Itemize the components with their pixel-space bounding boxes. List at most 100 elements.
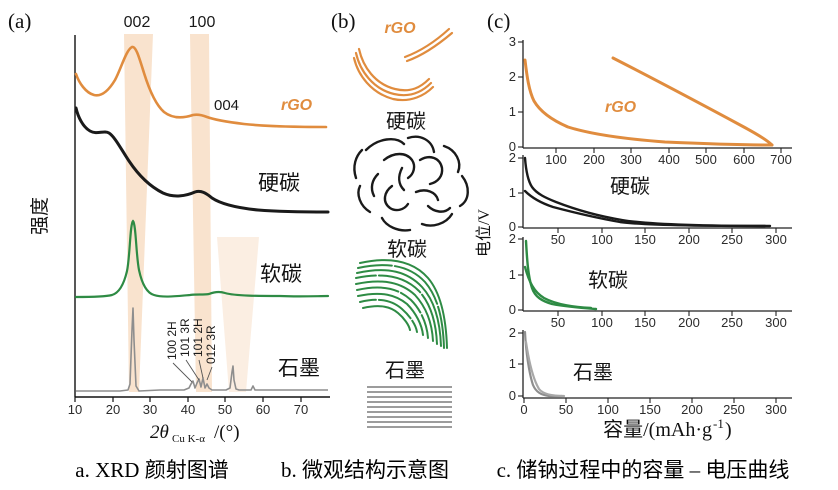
c3-xtick-150: 150	[634, 315, 656, 330]
a-peak-label-002: 002	[124, 14, 151, 31]
a-graphite-peak-101-3R: 101 3R	[178, 318, 192, 357]
c-subplot-soft-carbon: 2 1 0 50 100 150 200 250 300 软碳	[509, 231, 792, 330]
c4-ytick-0: 0	[509, 388, 516, 403]
band-004-graphite	[217, 237, 259, 392]
caption-a: a. XRD 颜射图谱	[75, 458, 229, 482]
c-label-soft-carbon: 软碳	[588, 269, 628, 292]
c2-xtick-200: 200	[678, 232, 700, 247]
c-hard-carbon-curve-2	[523, 189, 767, 228]
c1-ytick-2: 2	[509, 69, 516, 84]
c2-ytick-2: 2	[509, 150, 516, 165]
a-xlabel-subscript: Cu K-α	[172, 433, 205, 445]
c-label-hard-carbon: 硬碳	[610, 175, 650, 198]
c1-xtick-100: 100	[545, 152, 567, 167]
c-graphite-curve-2	[524, 340, 566, 398]
c4-xtick-50: 50	[559, 402, 573, 417]
c-label-rgo: rGO	[605, 99, 637, 116]
c-xlabel-close: )	[725, 419, 732, 441]
band-100	[190, 34, 212, 392]
c-soft-carbon-curve-2	[523, 265, 593, 310]
a-curve-soft-carbon	[74, 219, 330, 299]
a-graphite-peak-012-3R: 012 3R	[204, 325, 218, 364]
caption-c: c. 储钠过程中的容量 – 电压曲线	[496, 458, 790, 482]
panel-b-tag: (b)	[331, 9, 356, 33]
c-xlabel-superscript: -1	[713, 416, 724, 431]
c-subplot-graphite: 2 1 0 0 50 100 150 200 250 300 石墨	[509, 325, 792, 417]
a-x-ticklabels: 10 20 30 40 50 60 70	[68, 402, 308, 417]
band-002	[124, 34, 153, 392]
a-curve-hard-carbon	[74, 106, 330, 214]
panel-b-microstructure: (b) rGO 硬碳 软碳	[331, 9, 469, 428]
b-label-graphite: 石墨	[385, 360, 425, 382]
c1-ytick-3: 3	[509, 34, 516, 49]
c1-xtick-200: 200	[583, 152, 605, 167]
c3-xtick-50: 50	[551, 315, 565, 330]
a-x-axis-label: 2θ Cu K-α /(°)	[150, 422, 240, 445]
b-soft-carbon-drawing	[355, 259, 448, 349]
c2-ytick-0: 0	[509, 219, 516, 234]
b-hard-carbon-drawing	[353, 135, 469, 232]
a-tick-30: 30	[143, 402, 157, 417]
c4-xtick-250: 250	[723, 402, 745, 417]
c4-xtick-300: 300	[765, 402, 787, 417]
c3-ytick-2: 2	[509, 231, 516, 246]
c2-xtick-250: 250	[721, 232, 743, 247]
a-peak-label-004: 004	[214, 97, 239, 114]
c1-xtick-700: 700	[770, 152, 792, 167]
c2-xtick-300: 300	[765, 232, 787, 247]
panel-a-xrd: 10 20 30 40 50 60 70 2θ Cu K-α /(°) 强度 (…	[8, 9, 330, 445]
a-peak-label-100: 100	[189, 14, 216, 31]
b-label-rgo: rGO	[384, 20, 416, 37]
a-graphite-peak-100-2H: 100 2H	[165, 321, 179, 360]
c4-xtick-100: 100	[597, 402, 619, 417]
a-label-soft-carbon: 软碳	[260, 262, 302, 286]
c4-xtick-150: 150	[639, 402, 661, 417]
c2-ytick-1: 1	[509, 185, 516, 200]
a-y-axis-label: 强度	[29, 197, 51, 235]
c-rgo-discharge-curve	[523, 58, 774, 147]
c3-xtick-300: 300	[765, 315, 787, 330]
a-xlabel-unit: /(°)	[214, 422, 240, 443]
c2-xtick-150: 150	[634, 232, 656, 247]
c3-ytick-0: 0	[509, 302, 516, 317]
a-curve-rgo	[74, 45, 328, 129]
b-graphite-layers-drawing	[367, 386, 452, 428]
a-tick-40: 40	[181, 402, 195, 417]
c3-xtick-250: 250	[721, 315, 743, 330]
c-xlabel-main: 容量/(mAh·g	[603, 418, 712, 441]
a-tick-60: 60	[256, 402, 270, 417]
c4-xtick-200: 200	[681, 402, 703, 417]
c4-ytick-2: 2	[509, 325, 516, 340]
panel-c-tag: (c)	[487, 9, 510, 33]
c1-xtick-300: 300	[620, 152, 642, 167]
c-subplot-hard-carbon: 2 1 0 50 100 150 200 250 300 硬碳	[509, 150, 792, 247]
c3-xtick-200: 200	[678, 315, 700, 330]
c4-ytick-1: 1	[509, 356, 516, 371]
a-peak-leader-lines	[172, 359, 213, 383]
c1-ytick-1: 1	[509, 104, 516, 119]
a-graphite-peak-annotations: 100 2H 101 3R 101 2H 012 3R	[165, 318, 218, 383]
a-tick-50: 50	[218, 402, 232, 417]
panel-c-voltage-profiles: (c) 电位/V 3 2 1 0 100 200 3	[475, 9, 792, 441]
b-label-soft-carbon: 软碳	[387, 238, 427, 261]
c3-xtick-100: 100	[591, 315, 613, 330]
c-x-axis-label: 容量/(mAh·g -1 )	[603, 416, 732, 441]
a-label-rgo: rGO	[281, 97, 313, 114]
c1-xtick-400: 400	[658, 152, 680, 167]
a-x-tickmarks	[74, 397, 302, 402]
caption-b: b. 微观结构示意图	[281, 458, 449, 482]
panel-a-tag: (a)	[8, 9, 31, 33]
c3-ytick-1: 1	[509, 267, 516, 282]
a-tick-10: 10	[68, 402, 82, 417]
a-tick-20: 20	[106, 402, 120, 417]
b-label-hard-carbon: 硬碳	[386, 110, 426, 133]
c1-ytick-0: 0	[509, 139, 516, 154]
c-subplot-rgo: 3 2 1 0 100 200 300 400 500 600 700 rGO	[509, 34, 792, 167]
c-y-axis-label: 电位/V	[475, 209, 493, 257]
c-label-graphite: 石墨	[573, 362, 613, 384]
c2-xtick-50: 50	[551, 232, 565, 247]
a-label-graphite: 石墨	[278, 356, 320, 380]
c1-xtick-500: 500	[695, 152, 717, 167]
